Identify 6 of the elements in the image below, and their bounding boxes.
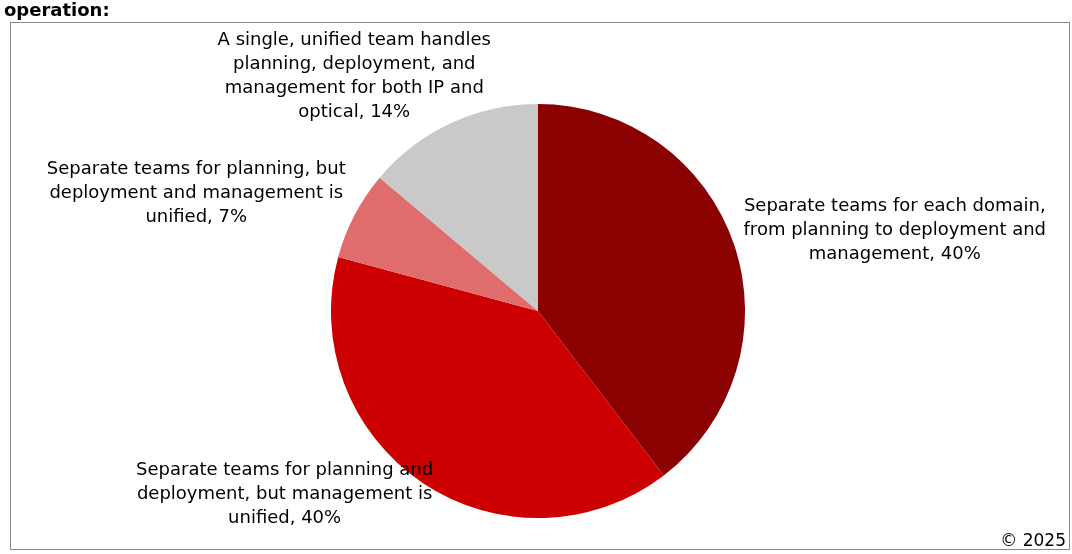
chart-title: operation: (4, 0, 110, 20)
slice-label: Separate teams for planning and deployment, but management is unified, 40% (136, 457, 434, 527)
text: © 2025 (1000, 530, 1066, 550)
slice-label: A single, unified team handles planning, deployment, and management for both IP and optical, 14% (217, 27, 491, 121)
slice-label: Separate teams for planning, but deployment and management is unified, 7% (46, 157, 346, 227)
slice-label: Separate teams for each domain, from planning to deployment and management, 40% (743, 193, 1047, 263)
